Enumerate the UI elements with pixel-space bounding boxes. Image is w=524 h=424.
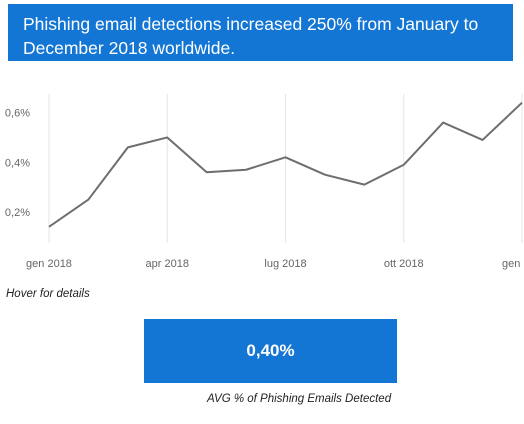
series-line [48,101,523,228]
data-point [322,172,328,178]
x-tick-label: apr 2018 [146,258,189,270]
x-tick-label: gen [502,258,520,270]
data-point [204,169,210,175]
kpi-card[interactable]: 0,40% [144,319,397,383]
x-tick-label: gen 2018 [26,258,72,270]
data-point [361,182,367,188]
data-point [46,224,52,230]
kpi-label: AVG % of Phishing Emails Detected [207,393,392,405]
data-point [283,154,289,160]
line-chart[interactable]: gen 2018 apr 2018 lug 2018 ott 2018 gen 0,2% 0… [0,88,524,278]
x-tick-label: lug 2018 [264,258,306,270]
y-tick-label: 0,2% [5,207,30,219]
y-tick-label: 0,6% [5,108,30,120]
data-point [125,144,131,150]
data-point [440,120,446,126]
data-point [243,167,249,173]
line-chart-svg[interactable]: gen 2018 apr 2018 lug 2018 ott 2018 gen 0,2% 0… [0,88,524,278]
x-tick-label: ott 2018 [384,258,424,270]
data-point [85,197,91,203]
kpi-value: 0,40% [246,341,295,360]
data-point [164,134,170,140]
data-point [401,162,407,168]
headline-text: Phishing email detections increased 250%… [23,14,479,58]
data-point [480,137,486,143]
hover-hint: Hover for details [6,288,90,300]
y-tick-label: 0,4% [5,157,30,169]
headline-banner: Phishing email detections increased 250%… [8,4,513,61]
